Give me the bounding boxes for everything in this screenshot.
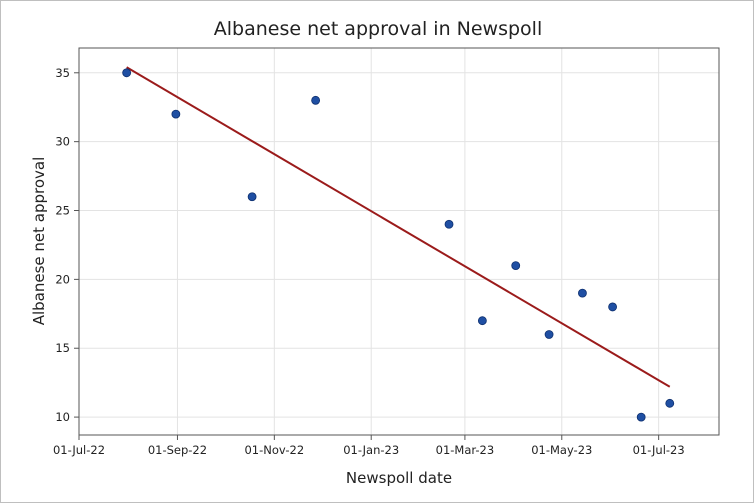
data-point — [544, 330, 554, 339]
data-point — [477, 316, 487, 326]
trendline-segment — [126, 66, 671, 388]
x-axis-label: Newspoll date — [346, 469, 452, 487]
data-point — [665, 398, 675, 408]
y-axis-label: Albanese net approval — [30, 157, 48, 326]
y-tick-label: 35 — [55, 66, 70, 80]
data-point — [444, 219, 454, 229]
data-point — [511, 261, 521, 271]
y-tick-label: 15 — [55, 341, 70, 355]
x-tick-label: 01-Jul-23 — [633, 443, 685, 457]
x-tick-label: 01-May-23 — [531, 443, 592, 457]
x-tick-label: 01-Nov-22 — [244, 443, 304, 457]
data-point — [171, 109, 181, 119]
data-point — [578, 288, 587, 298]
trendline — [126, 66, 671, 388]
data-point — [311, 95, 321, 105]
y-axis: 10 15 20 25 30 35 — [55, 66, 79, 424]
x-tick-label: 01-Jan-23 — [343, 443, 399, 457]
data-point — [122, 68, 132, 78]
data-points — [122, 68, 675, 422]
y-tick-label: 10 — [55, 410, 70, 424]
y-tick-label: 25 — [55, 204, 70, 218]
chart-title: Albanese net approval in Newspoll — [214, 18, 543, 40]
x-axis: 01-Jul-22 01-Sep-22 01-Nov-22 01-Jan-23 01-M… — [53, 435, 685, 457]
y-tick-label: 20 — [55, 272, 70, 286]
data-point — [636, 412, 646, 422]
grid-lines — [78, 48, 719, 435]
data-point — [247, 192, 257, 202]
x-tick-label: 01-Sep-22 — [148, 443, 207, 457]
y-tick-label: 30 — [55, 135, 70, 149]
data-point — [608, 302, 617, 312]
x-tick-label: 01-Jul-22 — [53, 443, 105, 457]
plot-area — [78, 47, 720, 436]
x-tick-label: 01-Mar-23 — [436, 443, 495, 457]
